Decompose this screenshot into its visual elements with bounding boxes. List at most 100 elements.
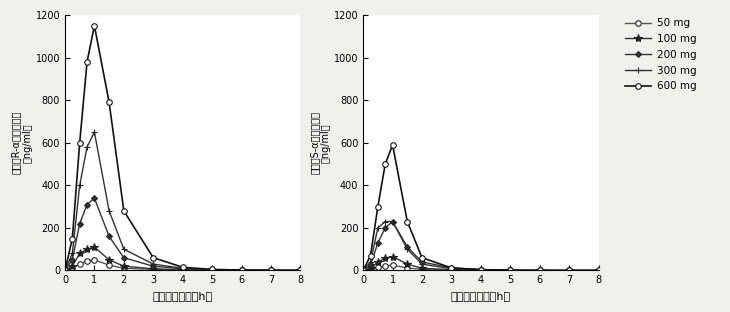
200 mg (594, 269, 603, 272)
300 mg (418, 262, 426, 266)
50 mg (477, 268, 485, 272)
X-axis label: 摂取後の時間（h）: 摂取後の時間（h） (153, 291, 212, 301)
300 mg (75, 183, 84, 187)
600 mg (178, 266, 187, 269)
300 mg (358, 269, 367, 272)
300 mg (477, 268, 485, 272)
600 mg (388, 143, 397, 147)
300 mg (208, 268, 217, 271)
Line: 300 mg: 300 mg (360, 218, 602, 274)
300 mg (296, 269, 305, 272)
50 mg (61, 269, 69, 272)
Line: 600 mg: 600 mg (361, 142, 602, 273)
Line: 50 mg: 50 mg (62, 257, 303, 273)
200 mg (237, 268, 246, 272)
50 mg (594, 269, 603, 272)
200 mg (447, 266, 456, 270)
50 mg (266, 269, 275, 272)
200 mg (104, 235, 113, 238)
50 mg (68, 266, 77, 270)
100 mg (358, 269, 367, 272)
50 mg (506, 269, 515, 272)
200 mg (403, 245, 412, 249)
600 mg (82, 60, 91, 64)
50 mg (90, 258, 99, 262)
50 mg (366, 267, 375, 271)
Line: 100 mg: 100 mg (359, 252, 603, 275)
100 mg (403, 262, 412, 266)
200 mg (506, 268, 515, 272)
50 mg (565, 269, 574, 272)
200 mg (75, 222, 84, 226)
200 mg (61, 269, 69, 272)
300 mg (506, 268, 515, 272)
200 mg (149, 264, 158, 268)
300 mg (104, 209, 113, 213)
100 mg (75, 251, 84, 255)
50 mg (418, 267, 426, 271)
Legend: 50 mg, 100 mg, 200 mg, 300 mg, 600 mg: 50 mg, 100 mg, 200 mg, 300 mg, 600 mg (622, 15, 699, 94)
300 mg (366, 260, 375, 264)
600 mg (418, 256, 426, 260)
300 mg (120, 247, 128, 251)
50 mg (120, 266, 128, 270)
50 mg (208, 268, 217, 272)
Y-axis label: 血潏中S-αリポ酸濃度
（ng/ml）: 血潏中S-αリポ酸濃度 （ng/ml） (310, 111, 331, 174)
600 mg (403, 220, 412, 223)
300 mg (90, 130, 99, 134)
100 mg (594, 269, 603, 272)
300 mg (178, 266, 187, 270)
300 mg (388, 220, 397, 223)
600 mg (296, 269, 305, 272)
100 mg (535, 269, 544, 272)
100 mg (506, 269, 515, 272)
100 mg (68, 264, 77, 268)
600 mg (447, 266, 456, 270)
300 mg (149, 262, 158, 266)
50 mg (149, 267, 158, 271)
100 mg (374, 260, 383, 264)
50 mg (178, 268, 187, 272)
300 mg (565, 269, 574, 272)
600 mg (237, 268, 246, 272)
600 mg (381, 162, 390, 166)
300 mg (68, 251, 77, 255)
Line: 300 mg: 300 mg (61, 129, 304, 274)
600 mg (208, 267, 217, 271)
50 mg (388, 263, 397, 267)
600 mg (366, 254, 375, 257)
200 mg (68, 258, 77, 262)
100 mg (90, 245, 99, 249)
600 mg (477, 268, 485, 271)
200 mg (477, 268, 485, 271)
200 mg (266, 269, 275, 272)
100 mg (266, 269, 275, 272)
300 mg (82, 145, 91, 149)
200 mg (358, 269, 367, 272)
100 mg (366, 266, 375, 270)
300 mg (535, 269, 544, 272)
200 mg (418, 260, 426, 264)
300 mg (266, 269, 275, 272)
600 mg (75, 141, 84, 145)
600 mg (266, 268, 275, 272)
Line: 200 mg: 200 mg (63, 196, 302, 273)
600 mg (61, 269, 69, 272)
100 mg (477, 268, 485, 272)
100 mg (237, 269, 246, 272)
Line: 200 mg: 200 mg (361, 219, 601, 273)
300 mg (447, 267, 456, 271)
200 mg (120, 256, 128, 260)
300 mg (61, 269, 69, 272)
100 mg (418, 266, 426, 270)
200 mg (82, 202, 91, 206)
200 mg (296, 269, 305, 272)
600 mg (90, 24, 99, 28)
100 mg (178, 268, 187, 272)
600 mg (506, 268, 515, 272)
600 mg (594, 269, 603, 272)
50 mg (535, 269, 544, 272)
600 mg (120, 209, 128, 213)
50 mg (358, 269, 367, 272)
50 mg (75, 262, 84, 266)
